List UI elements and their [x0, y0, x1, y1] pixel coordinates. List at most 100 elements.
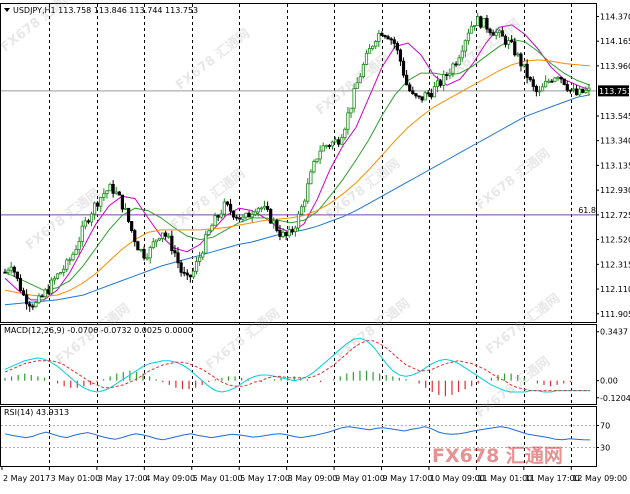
candle-body: [349, 107, 353, 114]
candle-body: [358, 76, 362, 84]
candle-body: [318, 150, 322, 160]
candle-body: [395, 43, 399, 51]
time-tick-label: 4 May 09:00: [145, 474, 195, 483]
candle-body: [571, 88, 576, 91]
candle-body: [374, 41, 378, 47]
candle-body: [18, 277, 23, 292]
triangle-down-icon[interactable]: [4, 8, 10, 12]
candle-body: [151, 241, 155, 248]
time-tick-label: 3 May 17:00: [98, 474, 148, 483]
candlestick-series: [3, 12, 591, 312]
candle-body: [77, 241, 81, 250]
candle-body: [204, 234, 208, 254]
candle-body: [466, 32, 471, 42]
candle-body: [506, 40, 511, 45]
rsi-label: RSI(14) 43.9313: [4, 408, 69, 417]
candle-body: [420, 96, 424, 101]
candle-body: [565, 84, 569, 91]
candle-body: [96, 202, 100, 207]
candle-body: [71, 253, 75, 261]
candle-body: [259, 207, 264, 210]
candle-body: [55, 273, 60, 279]
candle-body: [488, 28, 492, 34]
candle-body: [312, 161, 316, 173]
time-tick-label: 11 May 01:00: [477, 474, 532, 483]
candle-body: [225, 201, 230, 205]
candle-body: [299, 206, 304, 215]
time-tick-label: 9 May 01:00: [335, 474, 385, 483]
candle-body: [581, 88, 585, 94]
candle-body: [133, 230, 137, 243]
candle-body: [392, 39, 396, 44]
macd-axis: 0.3437 0.00 -0.1204: [596, 328, 630, 403]
candle-body: [43, 289, 47, 297]
price-tick-label: 113.340: [600, 137, 630, 146]
candle-body: [191, 270, 196, 278]
candle-body: [89, 213, 94, 223]
candle-body: [423, 92, 427, 101]
candle-body: [188, 274, 192, 278]
candle-body: [442, 74, 446, 86]
candle-body: [247, 212, 251, 218]
candle-body: [176, 252, 180, 264]
macd-label: MACD(12,26,9) -0.0706 -0.0732 0.0025 0.0…: [4, 326, 193, 335]
candle-body: [179, 262, 183, 273]
candle-body: [426, 92, 430, 95]
candle-body: [40, 295, 44, 298]
candle-body: [371, 45, 375, 49]
period-separators: [49, 4, 572, 466]
candle-body: [108, 184, 112, 192]
candle-body: [296, 213, 301, 229]
price-tick-label: 113.135: [600, 161, 630, 170]
time-tick-label: 2 May 2017: [3, 474, 50, 483]
candle-body: [451, 63, 455, 74]
price-tick-label: 112.930: [600, 186, 630, 195]
candle-body: [497, 30, 501, 33]
candle-body: [578, 88, 582, 96]
candle-body: [219, 213, 223, 218]
candle-body: [216, 215, 220, 218]
candle-body: [503, 35, 508, 45]
candle-body: [327, 145, 331, 147]
rsi-axis: 70 30: [596, 422, 610, 453]
candle-body: [83, 220, 87, 227]
candle-body: [31, 305, 35, 308]
candle-body: [432, 86, 437, 98]
watermark-large: FX678 汇通网: [432, 445, 563, 467]
candle-body: [537, 90, 542, 93]
current-price-tag-bg: [598, 85, 629, 97]
candle-body: [494, 32, 498, 36]
price-tick-label: 112.725: [600, 211, 630, 220]
candle-body: [99, 196, 103, 207]
candle-body: [262, 206, 267, 209]
candle-body: [352, 88, 356, 109]
candle-body: [126, 207, 131, 222]
candle-body: [238, 217, 242, 220]
candle-body: [182, 271, 186, 274]
candle-body: [364, 52, 369, 65]
time-tick-label: 5 May 17:00: [240, 474, 290, 483]
candle-body: [194, 261, 199, 272]
symbol-header: USDJPY,H1 113.758 113.846 113.744 113.75…: [4, 6, 198, 15]
candle-body: [568, 89, 572, 92]
candle-body: [228, 203, 233, 212]
candle-body: [525, 63, 529, 78]
candle-body: [309, 171, 313, 185]
candle-body: [472, 25, 477, 27]
candle-body: [454, 63, 458, 66]
price-tick-label: 112.520: [600, 236, 630, 245]
candle-body: [160, 232, 165, 239]
candle-body: [244, 212, 248, 218]
time-tick-label: 3 May 01:00: [50, 474, 100, 483]
price-tick-label: 111.905: [600, 310, 630, 319]
candle-body: [584, 89, 588, 94]
candle-body: [272, 220, 276, 224]
time-tick-label: 10 May 09:00: [430, 474, 485, 483]
current-price-tag: 113.753: [598, 85, 630, 97]
candle-body: [12, 266, 16, 273]
candle-body: [15, 271, 19, 279]
candle-body: [170, 235, 174, 252]
candle-body: [120, 194, 124, 210]
candle-body: [250, 214, 254, 218]
